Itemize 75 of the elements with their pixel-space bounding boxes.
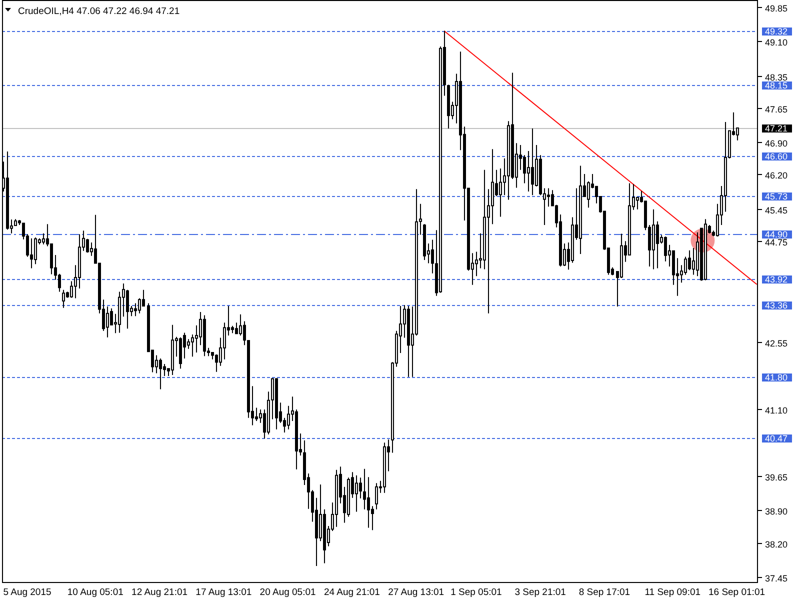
x-tick-label: 10 Aug 05:01 xyxy=(67,587,124,598)
candlestick xyxy=(142,289,145,307)
candlestick xyxy=(110,308,113,326)
candlestick xyxy=(736,127,739,141)
candlestick xyxy=(42,232,45,245)
candlestick xyxy=(656,220,659,269)
candlestick xyxy=(223,322,226,360)
candlestick xyxy=(475,251,478,277)
x-tick-label: 1 Sep 05:01 xyxy=(450,587,502,598)
ref-line-label: 43.92 xyxy=(765,274,788,285)
ref-line-label: 43.36 xyxy=(765,300,788,311)
y-tick-label: 46.20 xyxy=(765,170,788,180)
x-tick-label: 24 Aug 21:01 xyxy=(324,587,380,598)
candlestick xyxy=(587,180,590,208)
y-tick-label: 38.90 xyxy=(765,506,788,516)
candlestick xyxy=(30,238,33,269)
y-tick-label: 41.10 xyxy=(765,405,788,416)
candlestick xyxy=(531,128,534,196)
ref-line-label: 44.90 xyxy=(765,230,788,240)
candlestick xyxy=(106,306,109,338)
candlestick xyxy=(359,477,362,499)
candlestick xyxy=(363,468,366,510)
candlestick xyxy=(70,280,73,298)
ref-line-label: 45.73 xyxy=(765,192,788,202)
ref-line-label: 46.60 xyxy=(765,152,788,162)
candlestick xyxy=(235,322,238,334)
x-tick-label: 17 Aug 13:01 xyxy=(196,587,252,598)
y-tick-label: 48.35 xyxy=(765,72,788,82)
candlestick xyxy=(255,407,258,422)
ref-line-label: 48.15 xyxy=(765,80,788,91)
candlestick xyxy=(187,338,190,350)
candlestick xyxy=(86,238,89,254)
y-tick-label: 49.85 xyxy=(765,3,788,14)
y-tick-label: 37.45 xyxy=(765,573,788,584)
candlestick xyxy=(355,474,358,512)
candlestick xyxy=(523,154,526,184)
candlestick xyxy=(684,256,687,276)
candlestick xyxy=(491,148,494,225)
candlestick xyxy=(375,482,378,510)
candlestick xyxy=(159,358,162,390)
x-tick-label: 11 Sep 09:01 xyxy=(644,587,701,598)
ref-line-label: 49.32 xyxy=(765,26,788,37)
candlestick xyxy=(527,150,530,192)
candlestick xyxy=(547,188,550,208)
y-tick-label: 45.45 xyxy=(765,205,788,216)
y-tick-label: 42.55 xyxy=(765,338,788,348)
y-tick-label: 47.65 xyxy=(765,104,788,114)
candlestick xyxy=(287,405,290,430)
candlestick xyxy=(367,476,370,528)
candlestick xyxy=(688,250,691,271)
candlestick xyxy=(499,168,502,218)
ref-line-label: 47.21 xyxy=(765,124,788,134)
x-tick-label: 20 Aug 05:01 xyxy=(260,587,316,598)
candlestick xyxy=(138,298,141,314)
ref-line-label: 41.80 xyxy=(765,372,788,383)
candlestick xyxy=(163,364,166,376)
x-tick-label: 12 Aug 21:01 xyxy=(132,587,188,598)
candlestick xyxy=(34,236,37,265)
candlestick xyxy=(191,334,194,358)
candlestick xyxy=(664,236,667,262)
x-tick-label: 27 Aug 13:01 xyxy=(388,587,444,598)
candlestick xyxy=(126,289,129,330)
text: CrudeOIL,H4 47.06 47.22 46.94 47.21 xyxy=(18,6,180,17)
x-tick-label: 5 Aug 2015 xyxy=(3,587,52,598)
candlestick xyxy=(636,196,639,210)
y-tick-label: 44.75 xyxy=(765,237,788,248)
x-tick-label: 8 Sep 17:01 xyxy=(578,587,630,598)
ref-line-label: 40.47 xyxy=(765,434,788,444)
y-tick-label: 46.90 xyxy=(765,138,788,148)
x-tick-label: 3 Sep 21:01 xyxy=(514,587,566,598)
y-tick-label: 49.10 xyxy=(765,37,788,48)
y-tick-label: 39.65 xyxy=(765,472,788,482)
candlestick xyxy=(62,289,65,308)
y-tick-label: 38.20 xyxy=(765,539,788,550)
x-tick-label: 16 Sep 01:01 xyxy=(708,587,766,598)
